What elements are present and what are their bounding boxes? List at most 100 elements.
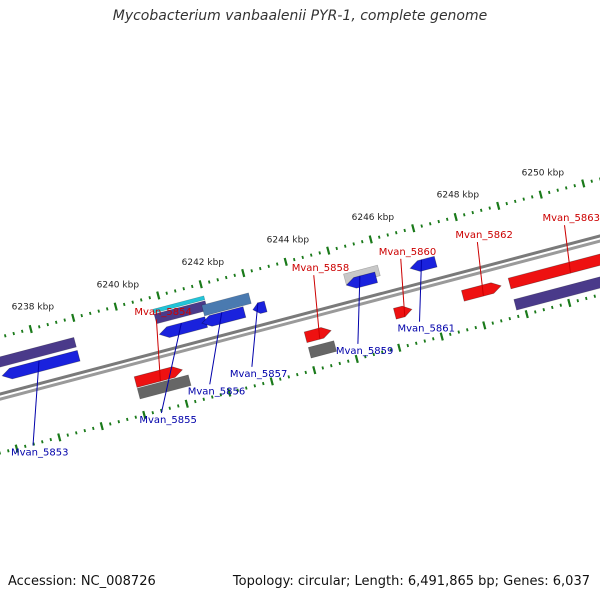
lower-tick-mark [139,298,143,302]
gene-arrow-mvan_5858[interactable] [303,327,332,344]
gene-label-mvan_5858[interactable]: Mvan_5858 [292,263,349,274]
lower-tick-mark [564,186,568,190]
upper-tick-mark [491,321,495,325]
lower-tick-mark [326,246,331,255]
upper-tick-mark [449,332,452,336]
lower-tick-mark [54,320,58,325]
upper-tick-mark [142,410,147,420]
gene-arrow-mvan_5857[interactable] [252,300,268,314]
upper-tick-mark [542,307,546,312]
upper-tick-mark [576,299,580,303]
axis-tick-label: 6240 kbp [97,280,140,290]
upper-tick-mark [457,330,461,334]
gene-label-mvan_5861[interactable]: Mvan_5861 [398,324,455,335]
lower-tick-mark [258,266,262,271]
upper-tick-mark [99,422,104,431]
cds-band-purple [513,276,600,311]
lower-tick-mark [335,246,338,251]
upper-tick-mark [75,431,78,435]
gene-arrow-mvan_5853[interactable] [1,349,81,380]
lower-tick-mark [105,307,109,311]
lower-tick-mark [573,184,576,188]
gene-leader-line [209,312,223,385]
lower-tick-mark [233,273,236,277]
lower-tick-mark [207,280,211,284]
lower-tick-mark [20,329,24,333]
lower-tick-mark [343,244,347,248]
gene-arrow-mvan_5861[interactable] [409,255,438,272]
lower-tick-mark [360,240,364,244]
lower-tick-mark [530,195,534,199]
upper-tick-mark [364,355,367,359]
lower-tick-mark [479,208,483,213]
lower-tick-mark [131,300,134,304]
upper-tick-mark [202,397,206,401]
lower-tick-mark [182,287,185,291]
gene-label-mvan_5863[interactable]: Mvan_5863 [543,213,600,224]
upper-tick-mark [330,363,333,368]
gene-arrow-mvan_5856[interactable] [201,306,247,327]
upper-tick-mark [524,310,529,319]
gene-label-mvan_5855[interactable]: Mvan_5855 [139,415,196,426]
gene-label-mvan_5859[interactable]: Mvan_5859 [336,346,393,357]
upper-tick-mark [83,428,87,433]
gene-label-mvan_5860[interactable]: Mvan_5860 [379,247,436,258]
cds-band-cyan [152,295,206,314]
upper-tick-mark [304,370,308,375]
upper-tick-mark [66,433,70,437]
upper-tick-mark [219,393,223,397]
lower-tick-mark [394,231,398,235]
upper-tick-mark [296,372,299,377]
gene-arrow-mvan_5855[interactable] [158,316,208,338]
upper-tick-mark [381,350,384,354]
axis-tick-label: 6248 kbp [437,191,480,201]
upper-tick-mark [245,386,248,390]
upper-tick-mark [415,341,418,345]
gene-leader-line [476,242,484,297]
lower-tick-mark [377,235,381,239]
gene-leader-line [313,275,321,340]
accession-text: Accession: NC_008726 [8,574,156,589]
gene-leader-line [564,225,572,274]
upper-tick-mark [474,325,478,330]
upper-tick-mark [354,354,359,364]
lower-tick-mark [63,318,66,322]
gene-arrow-mvan_5860[interactable] [393,305,413,320]
lower-tick-mark [437,219,440,224]
gene-label-mvan_5853[interactable]: Mvan_5853 [11,447,68,458]
lower-tick-mark [403,228,406,233]
upper-tick-mark [338,361,342,366]
upper-tick-mark [551,305,554,310]
lower-tick-mark [241,268,246,278]
lower-tick-mark [368,235,373,244]
upper-tick-mark [184,399,189,408]
gene-arrow-mvan_5863[interactable] [507,249,600,290]
gene-leader-line [357,275,361,344]
upper-tick-mark [109,422,112,426]
lower-tick-mark [216,278,219,282]
gene-arrow-mvan_5862[interactable] [461,282,502,302]
lower-tick-mark [122,302,126,307]
cds-band-steel [201,292,252,317]
gene-label-mvan_5862[interactable]: Mvan_5862 [455,230,512,241]
upper-tick-mark [321,366,325,370]
genome-summary-text: Topology: circular; Length: 6,491,865 bp… [232,574,590,589]
lower-tick-mark [547,190,551,195]
axis-tick-label: 6246 kbp [352,213,395,223]
lower-tick-mark [156,291,161,300]
lower-tick-mark [513,199,517,204]
lower-tick-mark [420,224,423,228]
lower-tick-mark [556,188,559,192]
lower-tick-mark [428,222,432,226]
gene-label-mvan_5857[interactable]: Mvan_5857 [230,369,287,380]
gene-leader-line [419,259,423,322]
upper-tick-mark [227,388,232,397]
upper-tick-mark [347,359,350,363]
axis-tick-label: 6250 kbp [522,168,565,178]
lower-tick-mark [292,257,296,262]
gene-label-mvan_5854[interactable]: Mvan_5854 [134,307,191,318]
gene-label-mvan_5856[interactable]: Mvan_5856 [188,386,245,397]
upper-tick-mark [126,417,129,422]
upper-tick-mark [24,444,27,448]
lower-tick-mark [173,289,177,293]
